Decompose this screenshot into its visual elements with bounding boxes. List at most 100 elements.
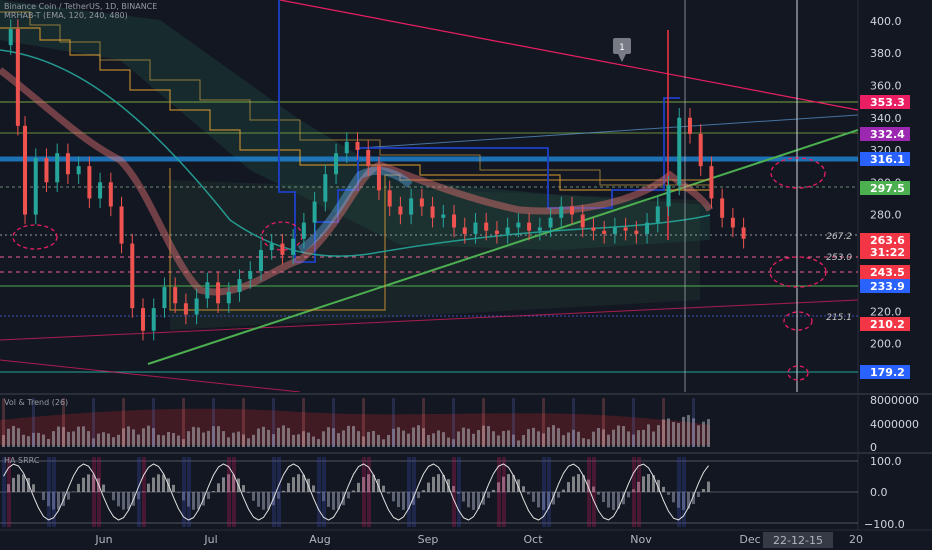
volume-band — [302, 398, 305, 447]
volume-bar — [547, 427, 550, 447]
volume-bar — [332, 428, 335, 447]
volume-bar — [292, 434, 295, 447]
step-line-2 — [0, 11, 710, 186]
volume-bar — [2, 435, 5, 447]
osc-band — [502, 457, 506, 527]
badge-text: 179.2 — [870, 366, 905, 379]
osc-bar — [542, 492, 545, 510]
candle-body — [634, 230, 639, 234]
badge-text: 297.5 — [870, 182, 905, 195]
volume-bar — [127, 426, 130, 447]
candle-body — [709, 166, 714, 199]
indicator-title[interactable]: MRHAB-T (EMA, 120, 240, 480) — [4, 11, 128, 20]
candle-body — [698, 133, 703, 167]
highlight-ellipse[interactable] — [783, 311, 813, 331]
candle-body — [602, 230, 607, 234]
highlight-ellipse[interactable] — [12, 224, 58, 250]
volume-bar — [77, 426, 80, 447]
oscillator-pane[interactable] — [0, 457, 858, 527]
highlight-ellipse[interactable] — [769, 256, 827, 288]
candle-body — [44, 158, 49, 183]
highlight-ellipse[interactable] — [787, 365, 809, 381]
candle-body — [344, 141, 349, 154]
osc-bar — [567, 482, 570, 492]
osc-bar — [557, 492, 560, 498]
volume-bar — [222, 431, 225, 447]
osc-band — [682, 457, 686, 527]
osc-bar — [452, 485, 455, 492]
badge-297 — [860, 181, 910, 195]
price-tick: 280.0 — [870, 209, 902, 222]
volume-bar — [62, 427, 65, 447]
volume-bar — [677, 423, 680, 447]
volume-bar — [507, 430, 510, 447]
candle-body — [334, 153, 339, 175]
x-label: Jul — [203, 533, 217, 546]
osc-bar — [537, 492, 540, 508]
volume-tick: 8000000 — [870, 394, 919, 407]
teal-ema — [0, 49, 711, 257]
volume-bar — [52, 431, 55, 447]
volume-bar — [457, 431, 460, 447]
osc-band — [677, 457, 681, 527]
marker-flag[interactable]: 1 — [613, 38, 631, 62]
candle-body — [248, 271, 253, 280]
candle-body — [612, 227, 617, 234]
osc-bar — [367, 474, 370, 492]
volume-bar — [12, 425, 15, 447]
candle-body — [687, 117, 692, 134]
volume-bar — [472, 433, 475, 447]
volume-band — [662, 398, 665, 447]
symbol-title[interactable]: Binance Coin / TetherUS, 1D, BINANCE — [4, 2, 158, 11]
candle-body — [366, 150, 371, 167]
candle-body — [323, 174, 328, 202]
osc-band — [412, 457, 416, 527]
volume-bar — [462, 427, 465, 447]
trend-cloud — [0, 0, 710, 250]
volume-bar — [117, 434, 120, 447]
volume-bar — [67, 431, 70, 447]
time-axis[interactable]: Jun Jul Aug Sep Oct Nov Dec 20 22-12-15 — [94, 532, 863, 548]
osc-bar — [347, 492, 350, 499]
volume-bar — [17, 428, 20, 447]
crosshair-date-badge — [763, 532, 833, 548]
resistance-trendline[interactable] — [279, 0, 858, 111]
osc-band — [52, 457, 56, 527]
lower-trendline-2[interactable] — [0, 359, 301, 392]
osc-band — [2, 457, 6, 527]
osc-band — [137, 457, 141, 527]
osc-bar — [257, 492, 260, 507]
level-label: 267.2 — [826, 232, 852, 242]
osc-bar — [322, 492, 325, 502]
channel-line[interactable] — [359, 114, 858, 149]
volume-bar — [87, 431, 90, 447]
volume-bar — [497, 435, 500, 447]
support-trendline[interactable] — [147, 129, 858, 365]
candle-body — [226, 291, 231, 304]
candle-body — [419, 198, 424, 207]
volume-bar — [672, 422, 675, 447]
osc-title[interactable]: HA SRRC — [4, 456, 40, 465]
osc-bar — [217, 483, 220, 492]
candle-body — [398, 206, 403, 215]
volume-bar — [382, 439, 385, 447]
volume-bar — [447, 437, 450, 447]
osc-bar — [157, 474, 160, 492]
osc-bar — [22, 474, 25, 492]
x-label: Sep — [418, 533, 439, 546]
volume-title[interactable]: Vol & Trend (26) — [4, 398, 69, 407]
osc-band — [97, 457, 101, 527]
osc-bar — [432, 476, 435, 492]
badge-263 — [860, 233, 910, 259]
volume-bar — [697, 425, 700, 447]
osc-band — [182, 457, 186, 527]
osc-bar — [117, 492, 120, 507]
volume-band — [182, 398, 185, 447]
osc-bar — [487, 492, 490, 498]
osc-bar — [182, 492, 185, 501]
volume-bar — [582, 438, 585, 447]
volume-pane[interactable] — [0, 398, 710, 447]
highlight-ellipse[interactable] — [770, 157, 826, 189]
candle-body — [130, 243, 135, 309]
